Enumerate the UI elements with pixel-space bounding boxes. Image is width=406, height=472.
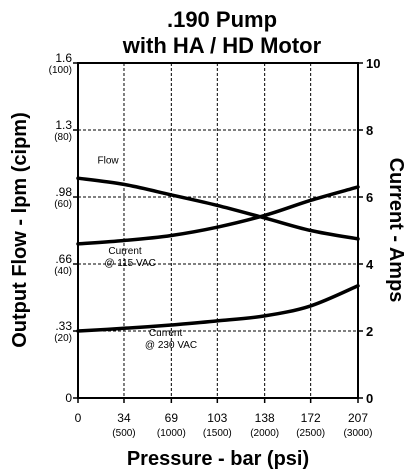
y-tick-sublabel: (20) <box>54 333 72 344</box>
series-annotation-2: @ 230 VAC <box>145 340 197 351</box>
y-tick-sublabel: (100) <box>49 65 72 76</box>
x-axis-tick-labels: 0 34 (500) 69 (1000) 103 (1500) 138 (2000) 172 (25… <box>75 411 373 439</box>
y2-tick-label: 0 <box>366 391 373 406</box>
y-tick-label: .33 <box>55 319 72 333</box>
x-tick-sublabel: (1500) <box>203 428 232 439</box>
series-line-0 <box>76 176 360 241</box>
x-tick-label: 34 <box>117 411 131 425</box>
y2-tick-label: 10 <box>366 56 380 71</box>
y2-tick-label: 8 <box>366 123 373 138</box>
y-axis-tick-labels: 0 .33(20) .66(40) .98(60) 1.3(80) 1.6(100) <box>49 51 73 405</box>
series-line-1 <box>76 185 360 246</box>
y-tick-label: .98 <box>55 185 72 199</box>
series-line-2 <box>76 284 360 333</box>
series-annotation-1: Current <box>108 246 142 257</box>
x-tick-label: 172 <box>301 411 321 425</box>
x-tick-label: 103 <box>207 411 227 425</box>
y-axis-label: Output Flow - lpm (cipm) <box>9 112 31 348</box>
y-tick-label: .66 <box>55 252 72 266</box>
y-tick-label: 1.3 <box>55 118 72 132</box>
series-annotation-2: Current <box>149 328 183 339</box>
x-tick-sublabel: (2000) <box>250 428 279 439</box>
y2-axis-tick-labels: 0 2 4 6 8 10 <box>366 56 380 406</box>
x-tick-label: 69 <box>165 411 179 425</box>
chart-title-line-2: with HA / HD Motor <box>122 33 322 58</box>
x-tick-label: 138 <box>255 411 275 425</box>
x-tick-sublabel: (500) <box>112 428 135 439</box>
y2-tick-label: 6 <box>366 190 373 205</box>
series-annotation-1: @ 115 VAC <box>104 258 155 269</box>
y-tick-sublabel: (80) <box>54 132 72 143</box>
x-tick-sublabel: (1000) <box>157 428 186 439</box>
y-tick-sublabel: (40) <box>54 266 72 277</box>
x-tick-label: 207 <box>348 411 368 425</box>
chart-title-line-1: .190 Pump <box>167 7 277 32</box>
y-tick-label: 1.6 <box>55 51 72 65</box>
x-tick-label: 0 <box>75 411 82 425</box>
grid-lines <box>78 63 358 398</box>
x-tick-sublabel: (2500) <box>296 428 325 439</box>
x-axis-label: Pressure - bar (psi) <box>127 448 309 470</box>
y-tick-label: 0 <box>65 391 72 405</box>
y2-axis-label: Current - Amps <box>385 158 406 303</box>
x-tick-sublabel: (3000) <box>344 428 373 439</box>
series-annotation-0: Flow <box>98 156 120 167</box>
data-series <box>76 176 360 333</box>
y2-tick-label: 2 <box>366 324 373 339</box>
y-tick-sublabel: (60) <box>54 199 72 210</box>
y2-tick-label: 4 <box>366 257 374 272</box>
